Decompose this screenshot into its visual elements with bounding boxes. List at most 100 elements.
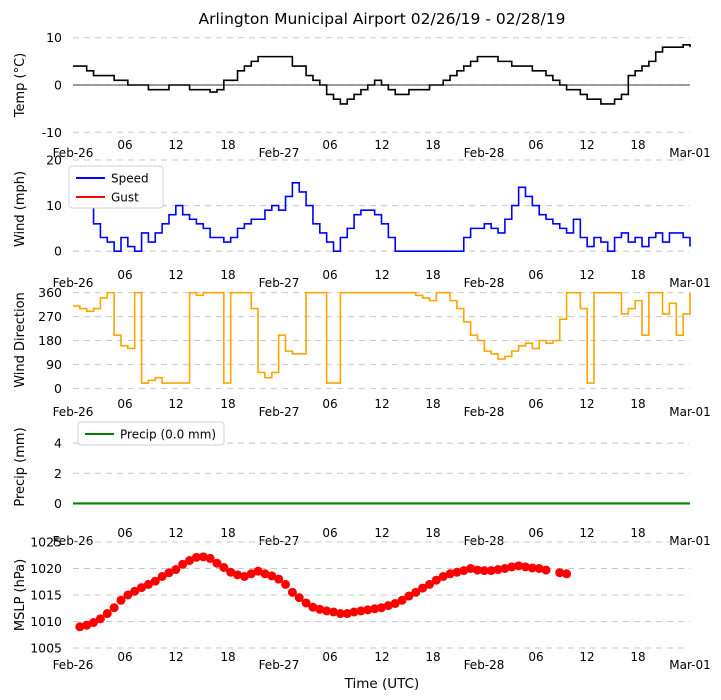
mslp-data-point xyxy=(253,566,263,576)
mslp-data-point xyxy=(479,566,489,576)
direction-x-tick-label: 12 xyxy=(168,397,183,411)
chart-title: Arlington Municipal Airport 02/26/19 - 0… xyxy=(199,10,566,28)
precip-x-tick-label: 12 xyxy=(168,526,183,540)
mslp-data-point xyxy=(281,579,291,589)
mslp-data-point xyxy=(130,586,140,596)
mslp-data-point xyxy=(520,562,530,572)
wind-legend-label: Speed xyxy=(111,172,149,186)
mslp-data-point xyxy=(452,567,462,577)
mslp-data-point xyxy=(109,603,119,613)
mslp-data-point xyxy=(102,609,112,619)
temp-x-tick-label: Feb-28 xyxy=(464,146,505,160)
wind-x-tick-label: Mar-01 xyxy=(669,276,710,290)
temp-y-axis-label: Temp (°C) xyxy=(13,53,28,119)
direction-x-tick-label: Feb-28 xyxy=(464,405,505,419)
precip-x-tick-label: 18 xyxy=(425,526,440,540)
temp-x-tick-label: Feb-26 xyxy=(53,146,94,160)
mslp-data-point xyxy=(205,553,215,563)
mslp-data-point xyxy=(342,609,352,619)
mslp-data-point xyxy=(143,579,153,589)
mslp-y-tick-label: 1005 xyxy=(30,641,62,656)
precip-x-tick-label: Feb-27 xyxy=(259,534,300,548)
temp-y-tick-label: -10 xyxy=(42,125,62,140)
mslp-x-tick-label: 06 xyxy=(528,650,543,664)
precip-legend-label: Precip (0.0 mm) xyxy=(120,428,216,442)
mslp-data-point xyxy=(383,601,393,611)
direction-y-tick-label: 360 xyxy=(38,285,62,300)
mslp-data-point xyxy=(82,620,92,630)
mslp-data-point xyxy=(363,605,373,615)
mslp-y-axis-label: MSLP (hPa) xyxy=(13,559,28,631)
precip-x-tick-label: 18 xyxy=(630,526,645,540)
temp-x-tick-label: Mar-01 xyxy=(669,146,710,160)
mslp-data-point xyxy=(418,583,428,593)
mslp-data-point xyxy=(404,591,414,601)
mslp-data-point xyxy=(137,583,147,593)
mslp-x-tick-label: Feb-26 xyxy=(53,658,94,672)
mslp-data-point xyxy=(329,607,339,617)
mslp-data-point xyxy=(219,562,229,572)
mslp-x-tick-label: Feb-28 xyxy=(464,658,505,672)
direction-x-tick-label: 18 xyxy=(220,397,235,411)
temp-x-tick-label: 12 xyxy=(579,138,594,152)
mslp-data-point xyxy=(75,622,85,632)
direction-y-tick-label: 90 xyxy=(46,357,62,372)
mslp-y-tick-label: 1020 xyxy=(30,561,62,576)
wind-x-tick-label: 12 xyxy=(168,268,183,282)
direction-x-tick-label: 18 xyxy=(425,397,440,411)
mslp-data-point xyxy=(246,569,256,579)
mslp-data-point xyxy=(431,575,441,585)
precip-x-tick-label: 12 xyxy=(374,526,389,540)
mslp-data-point xyxy=(466,564,476,573)
wind-panel: 0 10 20 Wind (mph) Feb-26 06 12 18 Feb-27 06 12 18 F… xyxy=(13,153,711,291)
temp-x-tick-label: 18 xyxy=(425,138,440,152)
mslp-data-point xyxy=(541,565,551,575)
precip-y-tick-label: 2 xyxy=(54,466,62,481)
mslp-data-point xyxy=(89,618,99,628)
mslp-data-point xyxy=(164,568,174,578)
mslp-data-point xyxy=(233,570,243,580)
precip-x-tick-label: Feb-26 xyxy=(53,534,94,548)
direction-x-tick-label: 12 xyxy=(579,397,594,411)
precip-x-tick-label: 06 xyxy=(322,526,337,540)
direction-x-tick-label: 06 xyxy=(117,397,132,411)
precip-y-axis-label: Precip (mm) xyxy=(13,427,28,506)
mslp-x-tick-label: 06 xyxy=(117,650,132,664)
mslp-data-point xyxy=(315,604,325,614)
mslp-data-point xyxy=(287,587,297,597)
mslp-data-point xyxy=(123,590,133,600)
mslp-data-point xyxy=(178,559,188,569)
mslp-data-point xyxy=(150,576,160,586)
wind-x-tick-label: 12 xyxy=(579,268,594,282)
mslp-y-tick-label: 1015 xyxy=(30,588,62,603)
direction-y-axis-label: Wind Direction xyxy=(13,292,28,388)
temp-x-tick-label: 18 xyxy=(630,138,645,152)
direction-series-line xyxy=(73,291,691,384)
wind-legend-label: Gust xyxy=(111,191,139,205)
wind-y-tick-label: 0 xyxy=(54,244,62,259)
temp-x-tick-label: 06 xyxy=(528,138,543,152)
temp-x-tick-label: Feb-27 xyxy=(259,146,300,160)
precip-x-tick-label: Mar-01 xyxy=(669,534,710,548)
precip-x-tick-label: 18 xyxy=(220,526,235,540)
mslp-x-tick-label: 18 xyxy=(425,650,440,664)
direction-x-tick-label: 18 xyxy=(630,397,645,411)
mslp-data-point xyxy=(157,571,167,581)
direction-y-tick-label: 270 xyxy=(38,309,62,324)
chart-panels: -10 0 10 Temp (°C) Feb-26 06 12 18 Feb-27 06 12 18 F… xyxy=(13,30,711,672)
mslp-x-tick-label: 12 xyxy=(374,650,389,664)
mslp-data-point xyxy=(198,552,208,562)
mslp-data-point xyxy=(527,563,537,573)
mslp-x-tick-label: Mar-01 xyxy=(669,658,710,672)
mslp-y-tick-label: 1010 xyxy=(30,614,62,629)
mslp-data-point xyxy=(493,565,503,575)
precip-y-tick-label: 4 xyxy=(54,436,62,451)
mslp-data-point xyxy=(397,595,407,605)
mslp-data-point xyxy=(500,564,510,573)
temp-y-tick-label: 10 xyxy=(46,30,62,45)
wind-series-line xyxy=(73,181,691,252)
precip-panel: 0 2 4 Precip (mm) Feb-26 06 12 18 Feb-27 06 12 18 Fe… xyxy=(13,421,711,548)
direction-x-tick-label: Feb-27 xyxy=(259,405,300,419)
mslp-data-point xyxy=(191,552,201,562)
wind-x-tick-label: Feb-27 xyxy=(259,276,300,290)
